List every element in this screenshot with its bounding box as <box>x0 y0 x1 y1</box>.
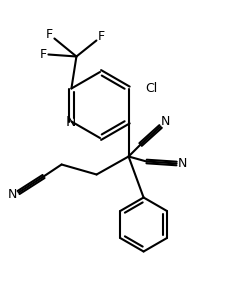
Text: N: N <box>177 157 186 170</box>
Text: F: F <box>40 48 47 61</box>
Text: N: N <box>160 115 169 128</box>
Text: F: F <box>97 30 104 43</box>
Text: N: N <box>65 115 75 128</box>
Text: F: F <box>46 28 53 41</box>
Text: Cl: Cl <box>145 82 157 95</box>
Text: N: N <box>8 188 17 201</box>
